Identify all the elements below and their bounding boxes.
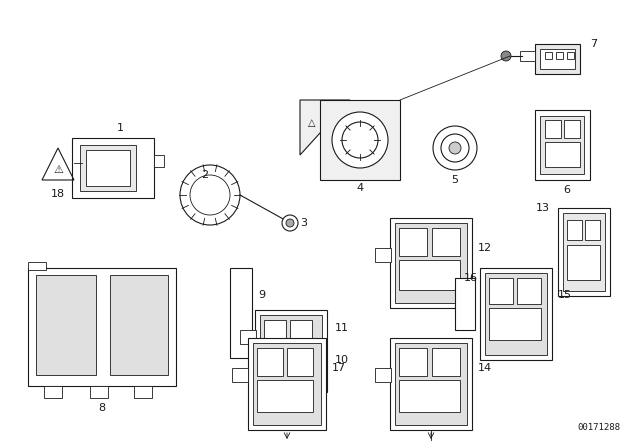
Bar <box>520 51 535 61</box>
Bar <box>290 320 312 344</box>
Text: 1: 1 <box>116 123 124 133</box>
Text: 18: 18 <box>51 189 65 199</box>
Bar <box>567 52 574 59</box>
Bar <box>90 386 108 398</box>
Text: 5: 5 <box>451 175 458 185</box>
Bar <box>110 275 168 375</box>
Bar <box>517 278 541 304</box>
Bar <box>287 348 313 376</box>
Bar <box>154 155 164 167</box>
Bar <box>545 52 552 59</box>
Text: 15: 15 <box>558 290 572 300</box>
Circle shape <box>190 175 230 215</box>
Bar <box>375 368 391 382</box>
Bar <box>264 348 312 376</box>
Bar <box>240 330 256 344</box>
Text: 2: 2 <box>202 170 209 180</box>
Circle shape <box>180 165 240 225</box>
Bar <box>230 268 252 358</box>
Text: 4: 4 <box>356 183 364 193</box>
Text: 16: 16 <box>464 273 478 283</box>
Bar <box>257 348 283 376</box>
Circle shape <box>449 142 461 154</box>
Bar <box>480 268 552 360</box>
Bar <box>255 310 327 392</box>
Bar <box>535 110 590 180</box>
Bar <box>28 268 176 386</box>
Bar <box>540 116 584 174</box>
Bar <box>390 338 472 430</box>
Bar <box>545 120 561 138</box>
Text: 00171288: 00171288 <box>577 423 620 432</box>
Bar <box>489 278 513 304</box>
Bar <box>375 248 391 262</box>
Circle shape <box>501 51 511 61</box>
Circle shape <box>433 126 477 170</box>
Bar <box>535 44 580 74</box>
Bar <box>563 213 605 291</box>
Bar <box>564 120 580 138</box>
Bar <box>455 278 475 330</box>
Text: 14: 14 <box>478 363 492 373</box>
Bar <box>432 348 460 376</box>
Circle shape <box>342 122 378 158</box>
Bar <box>399 380 460 412</box>
Text: 6: 6 <box>563 185 570 195</box>
Bar <box>485 273 547 355</box>
Text: 13: 13 <box>536 203 550 213</box>
Text: 12: 12 <box>478 243 492 253</box>
Circle shape <box>286 219 294 227</box>
Text: 3: 3 <box>300 218 307 228</box>
Text: 10: 10 <box>335 355 349 365</box>
Text: 9: 9 <box>258 290 265 300</box>
Circle shape <box>332 112 388 168</box>
Bar <box>134 386 152 398</box>
Bar <box>260 315 322 387</box>
Bar <box>72 138 154 198</box>
Bar <box>232 368 248 382</box>
Bar <box>558 208 610 296</box>
Bar <box>248 338 326 430</box>
Bar <box>395 343 467 425</box>
Polygon shape <box>300 100 350 155</box>
Bar <box>399 228 427 256</box>
Bar <box>390 218 472 308</box>
Bar <box>257 380 313 412</box>
Bar <box>585 220 600 240</box>
Text: 17: 17 <box>332 363 346 373</box>
Bar <box>556 52 563 59</box>
Bar <box>399 260 460 290</box>
Bar <box>399 348 427 376</box>
Bar <box>264 320 286 344</box>
Bar <box>253 343 321 425</box>
Bar <box>320 100 400 180</box>
Bar <box>567 245 600 280</box>
Bar <box>540 49 575 69</box>
Text: 8: 8 <box>99 403 106 413</box>
Text: ⚠: ⚠ <box>53 165 63 175</box>
Circle shape <box>282 215 298 231</box>
Bar <box>86 150 130 186</box>
Bar <box>36 275 96 375</box>
Bar <box>567 220 582 240</box>
Bar <box>80 145 136 191</box>
Bar <box>28 262 46 270</box>
Bar <box>545 142 580 167</box>
Circle shape <box>441 134 469 162</box>
Text: 11: 11 <box>335 323 349 333</box>
Bar <box>489 308 541 340</box>
Bar <box>44 386 62 398</box>
Text: △: △ <box>308 118 316 128</box>
Text: 7: 7 <box>590 39 597 49</box>
Bar <box>432 228 460 256</box>
Bar <box>395 223 467 303</box>
